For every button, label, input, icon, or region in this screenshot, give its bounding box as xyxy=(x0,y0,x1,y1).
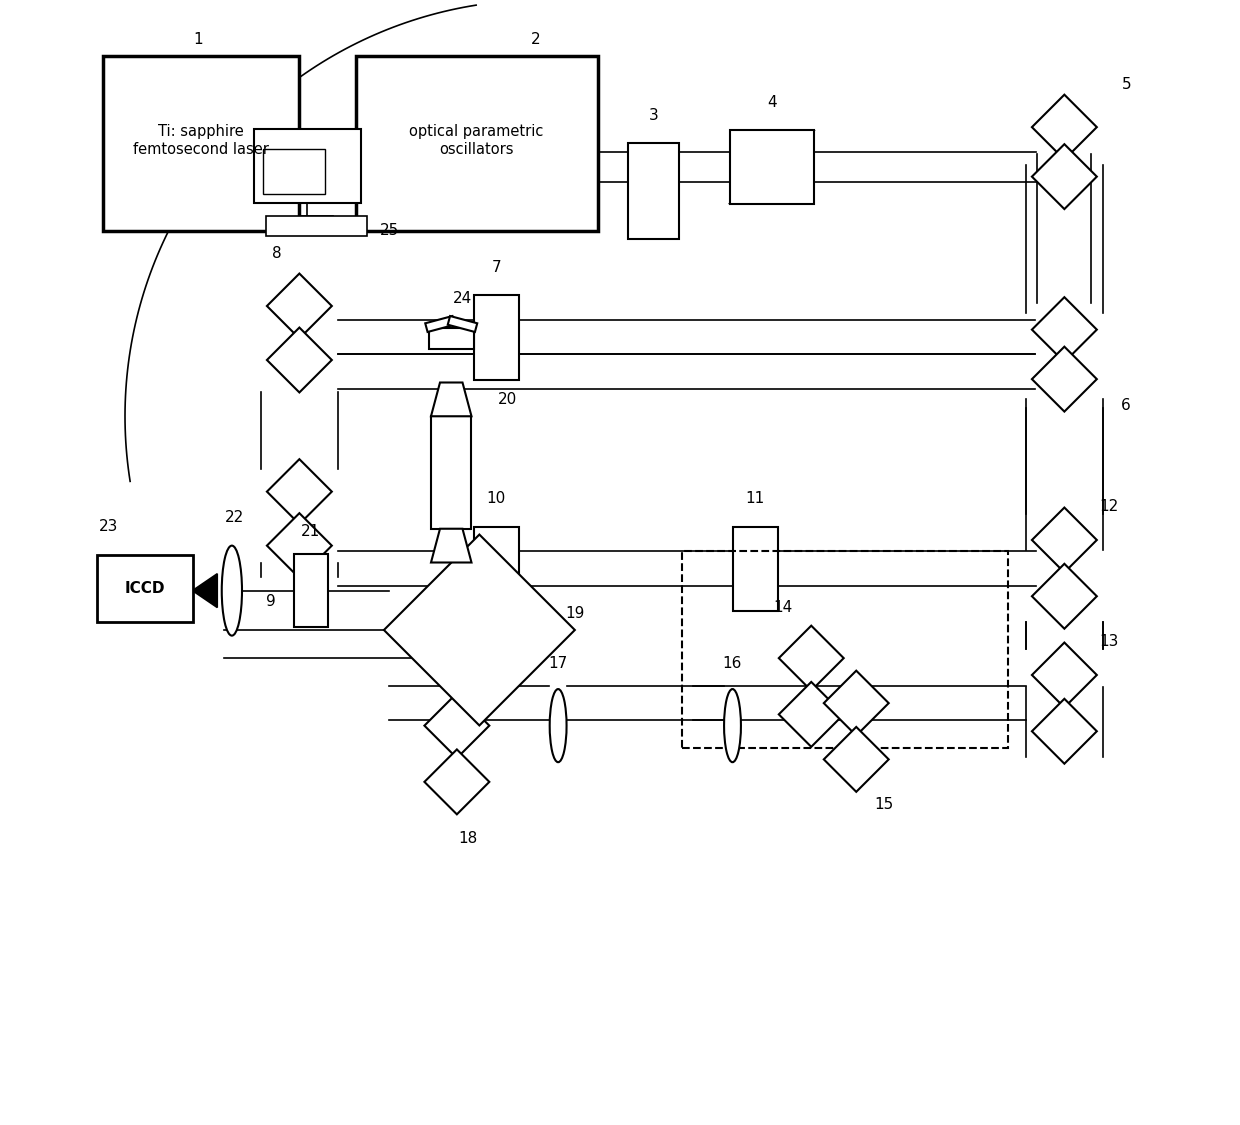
Ellipse shape xyxy=(724,688,742,763)
Text: 7: 7 xyxy=(491,260,501,274)
Text: Ti: sapphire
femtosecond laser: Ti: sapphire femtosecond laser xyxy=(133,125,269,156)
Text: optical parametric
oscillators: optical parametric oscillators xyxy=(409,125,544,156)
Text: 20: 20 xyxy=(498,392,517,407)
Polygon shape xyxy=(425,316,455,332)
Text: 3: 3 xyxy=(649,108,658,123)
Polygon shape xyxy=(1032,144,1097,209)
Polygon shape xyxy=(432,382,471,416)
Text: 12: 12 xyxy=(1100,498,1118,514)
Text: 11: 11 xyxy=(745,490,765,506)
Polygon shape xyxy=(424,693,490,758)
Polygon shape xyxy=(192,574,217,608)
Text: 17: 17 xyxy=(548,656,568,672)
FancyBboxPatch shape xyxy=(729,130,815,204)
Text: 9: 9 xyxy=(267,594,277,610)
FancyBboxPatch shape xyxy=(474,526,518,611)
Polygon shape xyxy=(448,316,477,332)
Polygon shape xyxy=(1032,507,1097,573)
Polygon shape xyxy=(384,534,575,726)
Text: 1: 1 xyxy=(193,32,203,47)
Polygon shape xyxy=(1032,642,1097,708)
Text: 22: 22 xyxy=(224,510,244,525)
Text: 5: 5 xyxy=(1121,76,1131,92)
FancyBboxPatch shape xyxy=(356,56,598,231)
Text: 21: 21 xyxy=(301,524,320,539)
Polygon shape xyxy=(267,513,332,578)
Text: 4: 4 xyxy=(768,94,776,110)
FancyBboxPatch shape xyxy=(432,416,471,529)
Text: 19: 19 xyxy=(565,605,585,621)
Polygon shape xyxy=(1032,346,1097,412)
Polygon shape xyxy=(1032,699,1097,764)
FancyBboxPatch shape xyxy=(294,554,327,628)
Text: 14: 14 xyxy=(774,600,792,615)
Polygon shape xyxy=(267,327,332,393)
Polygon shape xyxy=(823,727,889,792)
Polygon shape xyxy=(267,273,332,339)
FancyBboxPatch shape xyxy=(629,144,680,238)
Text: 13: 13 xyxy=(1100,633,1118,649)
Text: 25: 25 xyxy=(379,223,399,238)
Text: 8: 8 xyxy=(272,245,281,261)
Text: 18: 18 xyxy=(459,830,477,846)
Polygon shape xyxy=(424,749,490,814)
Polygon shape xyxy=(267,459,332,524)
Text: 6: 6 xyxy=(1121,397,1131,413)
Polygon shape xyxy=(779,626,843,691)
Text: 2: 2 xyxy=(531,32,541,47)
Polygon shape xyxy=(1032,564,1097,629)
FancyBboxPatch shape xyxy=(474,296,518,380)
Ellipse shape xyxy=(549,688,567,763)
FancyBboxPatch shape xyxy=(733,526,777,611)
FancyBboxPatch shape xyxy=(263,148,325,193)
FancyBboxPatch shape xyxy=(429,328,474,349)
Text: 10: 10 xyxy=(486,490,506,506)
Text: 16: 16 xyxy=(723,656,743,672)
Ellipse shape xyxy=(222,546,242,636)
Text: 15: 15 xyxy=(874,796,894,812)
Polygon shape xyxy=(779,682,843,747)
Text: ICCD: ICCD xyxy=(124,580,165,596)
Polygon shape xyxy=(1032,297,1097,362)
FancyBboxPatch shape xyxy=(103,56,299,231)
Text: 24: 24 xyxy=(453,290,472,306)
Polygon shape xyxy=(432,529,471,562)
Text: 23: 23 xyxy=(98,519,118,534)
Polygon shape xyxy=(1032,94,1097,160)
Polygon shape xyxy=(823,670,889,736)
FancyBboxPatch shape xyxy=(254,129,361,202)
FancyBboxPatch shape xyxy=(97,555,192,622)
FancyBboxPatch shape xyxy=(265,216,367,236)
